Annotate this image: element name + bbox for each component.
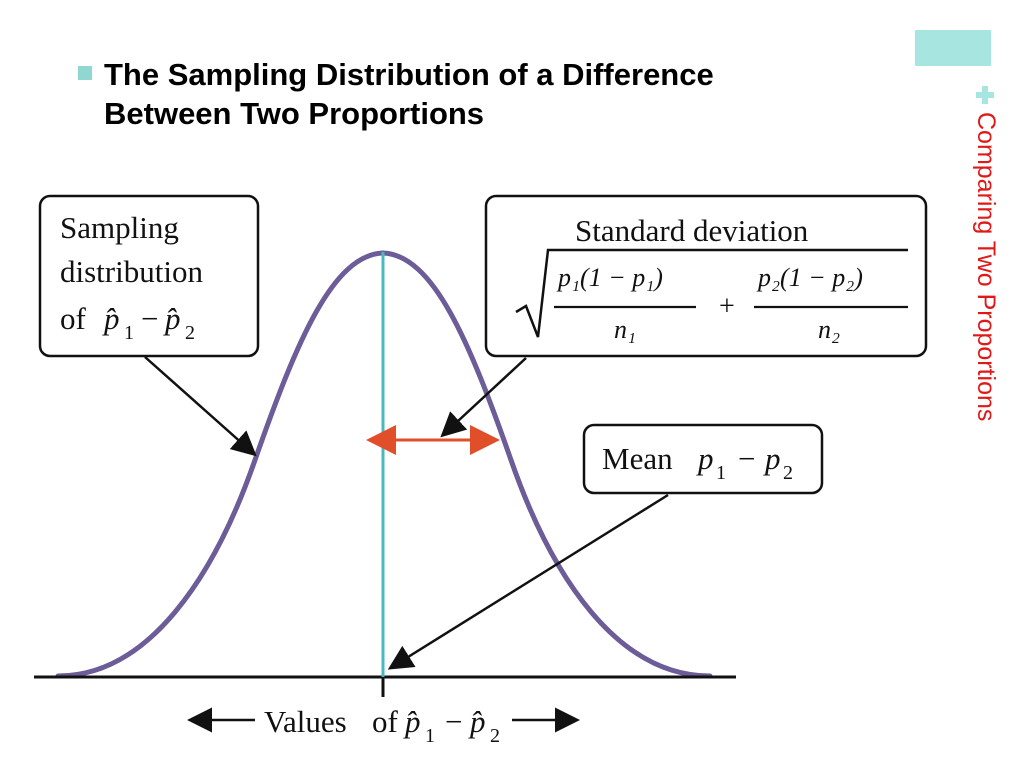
mean-pointer-arrow	[387, 493, 669, 670]
sampling-box-line1: Sampling	[60, 210, 179, 245]
axis-label-p2-subscript: 2	[490, 725, 500, 747]
stddev-pointer-arrow	[440, 357, 527, 438]
mean-p2-subscript: 2	[783, 462, 793, 484]
mean-p1: p	[696, 441, 714, 476]
slide-title: The Sampling Distribution of a Differenc…	[78, 56, 838, 134]
page-title: The Sampling Distribution of a Differenc…	[104, 57, 714, 131]
axis-label: Values of p̂ 1 − p̂ 2	[264, 704, 500, 747]
standard-deviation-callout: Standard deviation p₁(1 − p₁) n₁ + p₂(1 …	[484, 194, 928, 358]
stddev-numerator-2: p₂(1 − p₂)	[756, 263, 863, 292]
axis-label-minus: −	[445, 704, 462, 739]
stddev-denominator-1: n₁	[614, 315, 636, 344]
stddev-plus: +	[719, 291, 735, 322]
radical-sign	[515, 248, 908, 338]
mean-p1-subscript: 1	[716, 462, 726, 484]
axis-label-of: of	[372, 704, 399, 739]
mean-prefix: Mean	[602, 441, 673, 476]
sampling-box-p2-symbol: p̂	[163, 301, 181, 336]
stddev-denominator-2: n₂	[818, 315, 840, 344]
sampling-box-line2: distribution	[60, 254, 203, 289]
sampling-box-p1-symbol: p̂	[102, 301, 120, 336]
mean-callout: Mean p 1 − p 2	[582, 423, 824, 495]
sampling-box-p2-subscript: 2	[185, 322, 195, 344]
axis-label-p1-symbol: p̂	[403, 704, 421, 739]
square-bullet-icon	[78, 66, 92, 80]
mean-minus: −	[738, 441, 755, 476]
axis-label-p2-symbol: p̂	[468, 704, 486, 739]
axis-label-prefix: Values	[264, 704, 347, 739]
sampling-box-minus: −	[141, 301, 158, 336]
stddev-numerator-1: p₁(1 − p₁)	[556, 263, 663, 292]
corner-accent	[915, 30, 991, 66]
plus-icon	[968, 78, 1002, 112]
mean-p2: p	[763, 441, 781, 476]
sampling-box-p1-subscript: 1	[124, 322, 134, 344]
sampling-pointer-arrow	[144, 356, 257, 457]
sampling-distribution-callout: Sampling distribution of p̂ 1 − p̂ 2	[38, 194, 260, 358]
axis-label-p1-subscript: 1	[425, 725, 435, 747]
stddev-heading: Standard deviation	[575, 213, 809, 248]
sampling-box-line3-prefix: of	[60, 301, 87, 336]
